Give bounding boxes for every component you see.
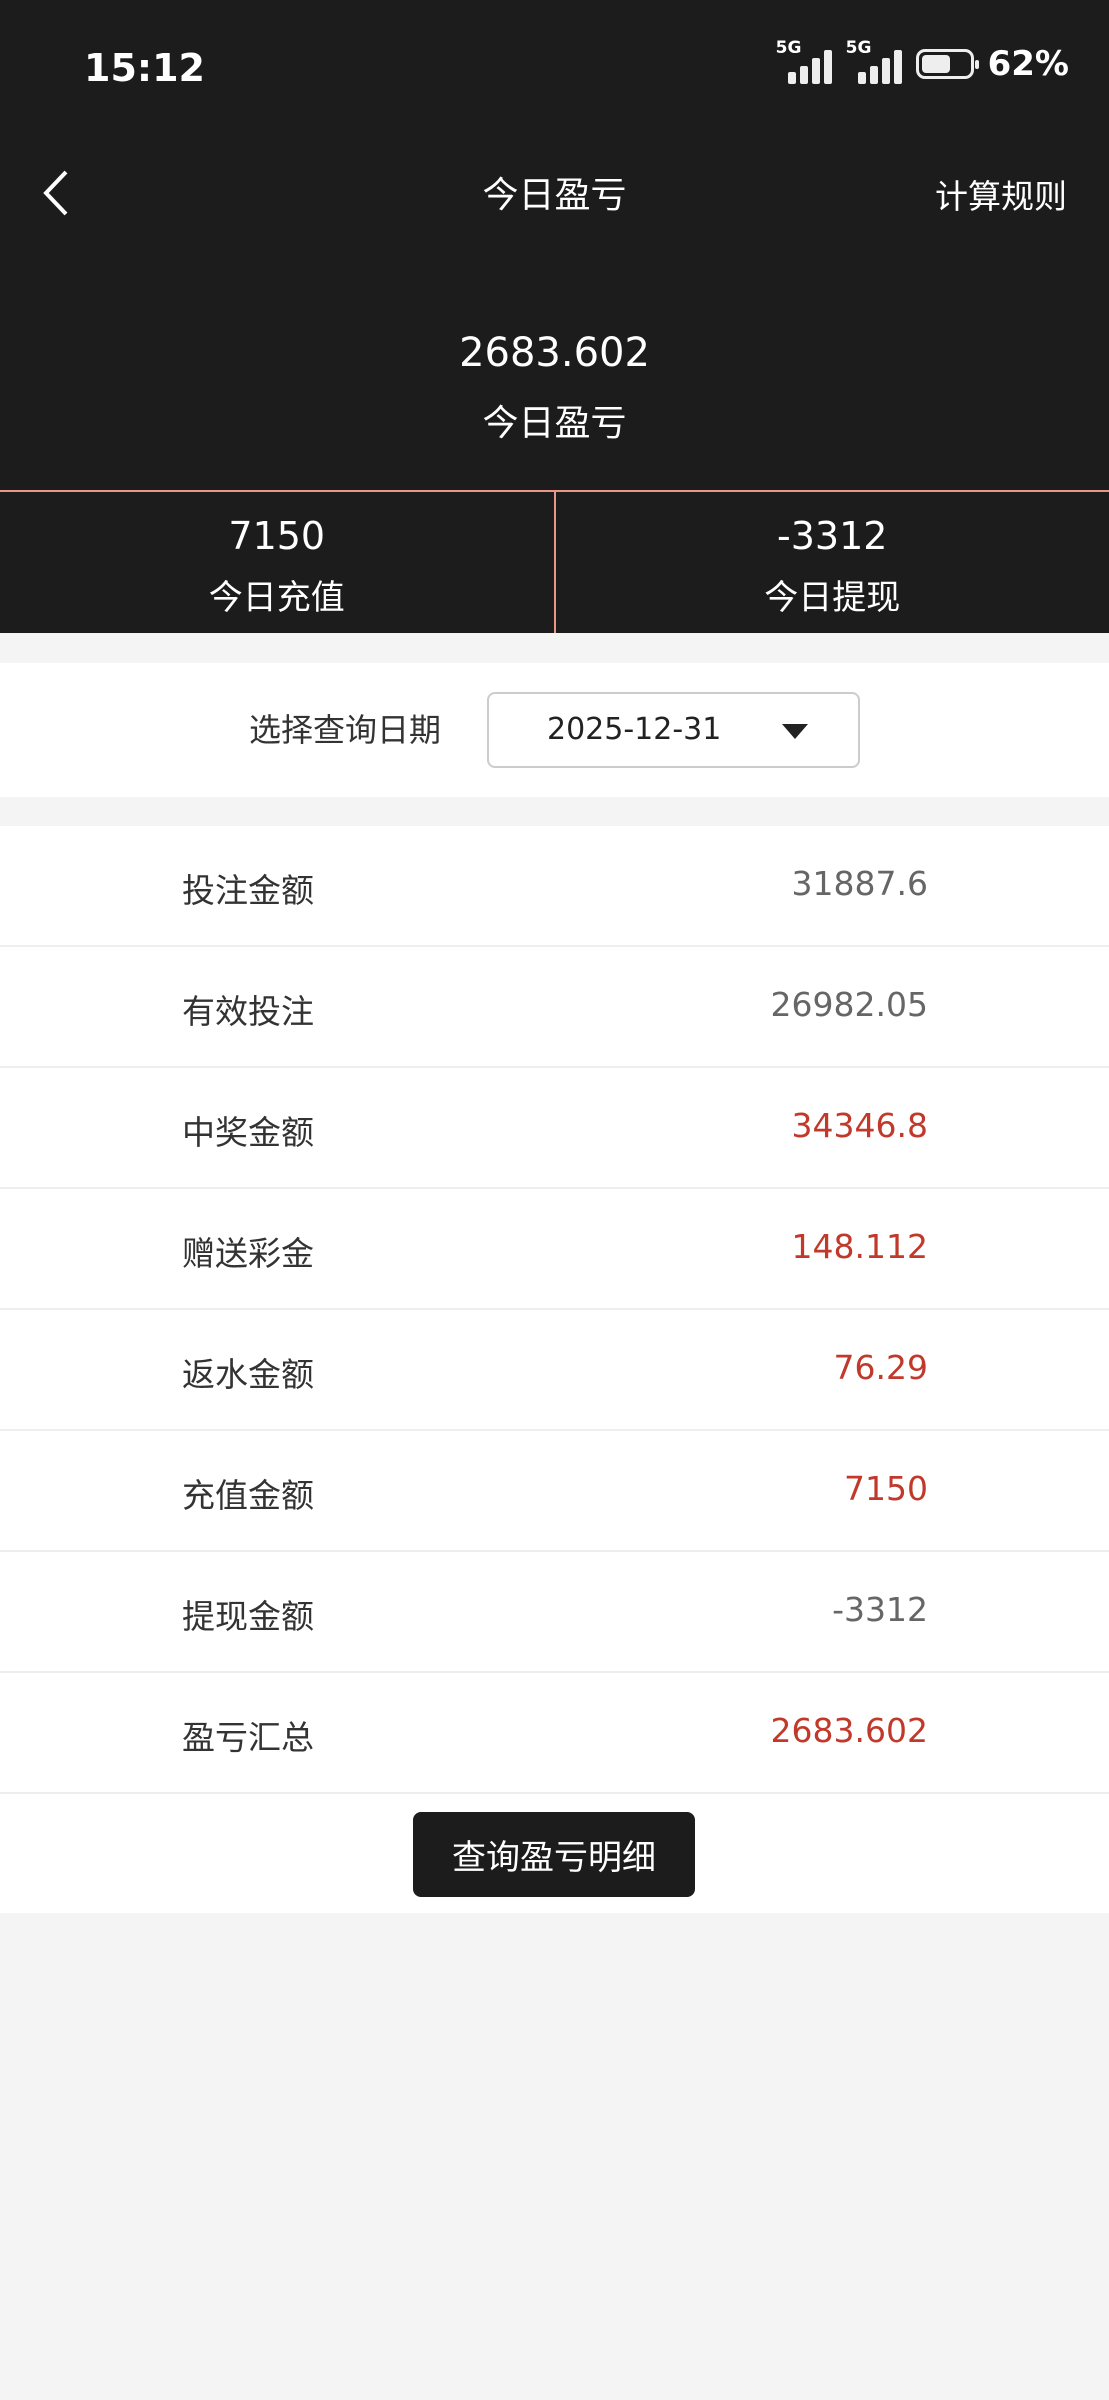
- item-value: -3312: [832, 1590, 928, 1629]
- today-profit-value: 2683.602: [459, 330, 650, 376]
- list-item: 提现金额 -3312: [0, 1552, 1109, 1673]
- date-select[interactable]: 2025-12-31: [487, 692, 860, 768]
- item-label: 有效投注: [182, 992, 314, 1031]
- list-item: 中奖金额 34346.8: [0, 1068, 1109, 1189]
- item-value: 26982.05: [770, 985, 928, 1024]
- calculation-rules-link[interactable]: 计算规则: [935, 177, 1067, 216]
- profit-list: 投注金额 31887.6 有效投注 26982.05 中奖金额 34346.8 赠送彩金 14…: [0, 826, 1109, 1794]
- stats-bar: 7150 今日充值 -3312 今日提现: [0, 490, 1109, 633]
- battery-icon: [915, 49, 979, 79]
- query-detail-button[interactable]: 查询盈亏明细: [413, 1812, 695, 1897]
- header-area: 15:12 5G 5G 62% 今日盈亏 计算规则 2683.602 今日盈亏 …: [0, 0, 1109, 633]
- item-value: 34346.8: [791, 1106, 928, 1145]
- network-type: 5G: [775, 38, 802, 58]
- list-item: 充值金额 7150: [0, 1431, 1109, 1552]
- list-item: 返水金额 76.29: [0, 1310, 1109, 1431]
- chevron-left-icon[interactable]: [38, 168, 78, 218]
- status-time: 15:12: [84, 46, 205, 90]
- button-row: 查询盈亏明细: [0, 1794, 1109, 1913]
- network-type: 5G: [845, 38, 872, 58]
- list-item: 投注金额 31887.6: [0, 826, 1109, 947]
- item-value: 31887.6: [791, 864, 928, 903]
- item-label: 提现金额: [182, 1597, 314, 1636]
- item-label: 赠送彩金: [182, 1234, 314, 1273]
- item-label: 投注金额: [182, 871, 314, 910]
- stat-label: 今日提现: [764, 578, 901, 618]
- stat-value: 7150: [228, 514, 326, 558]
- item-value: 2683.602: [770, 1711, 928, 1750]
- status-icons: 5G 5G 62%: [776, 38, 1069, 84]
- item-value: 7150: [844, 1469, 928, 1508]
- item-label: 充值金额: [182, 1476, 314, 1515]
- stat-value: -3312: [777, 514, 888, 558]
- list-item: 赠送彩金 148.112: [0, 1189, 1109, 1310]
- item-value: 76.29: [833, 1348, 928, 1387]
- date-value: 2025-12-31: [547, 712, 722, 747]
- signal-icon: 5G: [846, 38, 902, 84]
- item-value: 148.112: [791, 1227, 928, 1266]
- list-item: 盈亏汇总 2683.602: [0, 1673, 1109, 1794]
- item-label: 中奖金额: [182, 1113, 314, 1152]
- stat-recharge: 7150 今日充值: [0, 492, 554, 633]
- stat-withdraw: -3312 今日提现: [553, 492, 1109, 633]
- item-label: 返水金额: [182, 1355, 314, 1394]
- date-filter-label: 选择查询日期: [249, 711, 442, 749]
- list-item: 有效投注 26982.05: [0, 947, 1109, 1068]
- stat-label: 今日充值: [208, 578, 345, 618]
- item-label: 盈亏汇总: [182, 1718, 314, 1757]
- page-title: 今日盈亏: [482, 175, 627, 216]
- caret-down-icon: [782, 724, 808, 739]
- battery-percent: 62%: [987, 44, 1069, 84]
- date-filter: 选择查询日期 2025-12-31: [0, 663, 1109, 797]
- today-profit-label: 今日盈亏: [482, 403, 627, 444]
- signal-icon: 5G: [776, 38, 832, 84]
